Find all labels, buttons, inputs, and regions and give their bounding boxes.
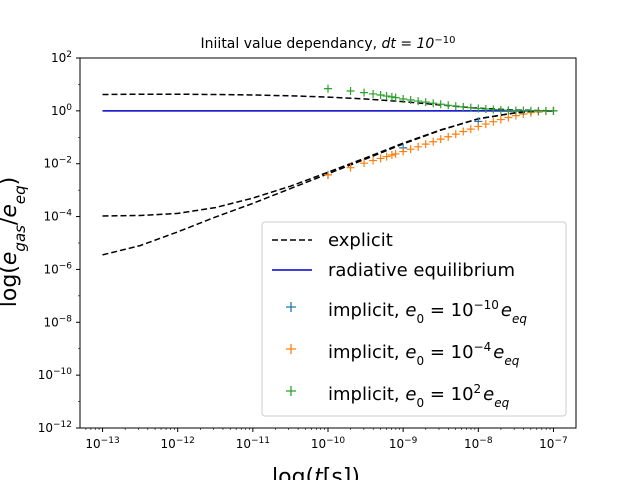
series-3-point [376,154,385,163]
legend-label-implicit-3: implicit, e0 = 102 eeq [328,382,510,410]
series-4-point [466,103,475,112]
series-4-point [526,106,535,115]
series-0-curve-0 [102,93,554,112]
series-3-point [382,152,391,161]
y-axis-label: log(egas/eeq) [0,177,29,308]
series-4-point [376,91,385,99]
series-3-point [481,120,490,129]
x-tick-label: 10−9 [389,436,418,451]
series-4-point [436,100,445,109]
series-3-point [459,127,468,136]
series-4-point [429,99,438,108]
series-4-point [534,106,543,115]
series-4-point [387,92,396,101]
series-4-point [474,104,483,113]
series-3-point [360,159,369,168]
series-3-point [496,115,505,124]
series-3-point [474,122,483,131]
series-4-point [382,92,391,101]
x-axis-ticks: 10−13 10−12 10−11 10−10 10−9 10−8 10−7 [85,428,568,451]
series-4-point [496,105,505,114]
legend-marker-implicit-3 [286,386,296,396]
series-3-point [414,142,423,151]
y-tick-label: 102 [51,50,72,65]
x-tick-label: 10−7 [539,436,568,451]
y-tick-label: 10−10 [38,367,73,382]
x-tick-label: 10−8 [464,436,493,451]
series-4-point [346,87,355,96]
series-4-point [504,106,513,115]
x-tick-label: 10−11 [236,436,270,451]
series-3-point [399,147,408,156]
y-tick-label: 10−6 [43,261,72,276]
series-4-point [444,101,453,110]
y-tick-label: 10−12 [38,420,72,435]
y-axis-ticks: 102 100 10−2 10−4 10−6 10−8 10−10 10−12 [38,50,80,435]
series-3-point [451,130,460,139]
y-tick-label: 10−2 [43,156,72,171]
legend-label-explicit: explicit [328,230,393,251]
series-4-point [541,106,550,115]
legend-marker-implicit-2 [286,344,296,354]
series-3-point [421,140,430,149]
plot-series [102,84,558,256]
series-3-point [436,135,445,144]
series-4-point [324,84,332,93]
series-3-point [466,125,475,134]
series-4-point [519,106,528,115]
legend-box [261,221,567,417]
series-3-point [324,170,332,179]
series-4-point [391,93,400,102]
chart-title: Iniital value dependancy, dt = 10−10 [201,35,456,53]
series-3-point [391,149,400,158]
series-3-point [346,163,355,172]
x-axis-label: log(t[s]) [272,465,360,480]
series-3-point [429,137,438,146]
legend-label-implicit-2: implicit, e0 = 10−4 eeq [328,340,520,368]
series-4-point [481,105,490,114]
series-4-point [414,97,423,106]
series-4-point [369,89,378,98]
series-4-point [489,105,498,114]
series-4-point [399,94,408,103]
y-tick-label: 100 [51,103,72,118]
series-3-point [489,117,498,126]
series-4-point [421,98,430,107]
y-tick-label: 10−8 [43,314,72,329]
legend-label-radiative-equilibrium: radiative equilibrium [328,260,515,281]
legend: explicit radiative equilibrium implicit,… [261,221,567,417]
legend-label-implicit-1: implicit, e0 = 10−10 eeq [328,298,527,326]
x-tick-label: 10−13 [85,436,119,451]
series-3-point [369,156,378,165]
y-tick-label: 10−4 [43,209,72,224]
series-3-point [504,113,513,122]
series-3-point [406,145,415,154]
x-tick-label: 10−10 [311,436,346,451]
series-4-point [549,106,558,115]
series-4-point [360,88,369,97]
series-4-point [459,102,468,111]
series-3-point [444,132,453,141]
series-4-point [511,106,520,115]
series-3-point [387,150,396,159]
series-4-point [406,96,415,105]
x-tick-label: 10−12 [161,436,195,451]
series-4-point [451,102,460,111]
legend-marker-implicit-1 [286,302,296,312]
